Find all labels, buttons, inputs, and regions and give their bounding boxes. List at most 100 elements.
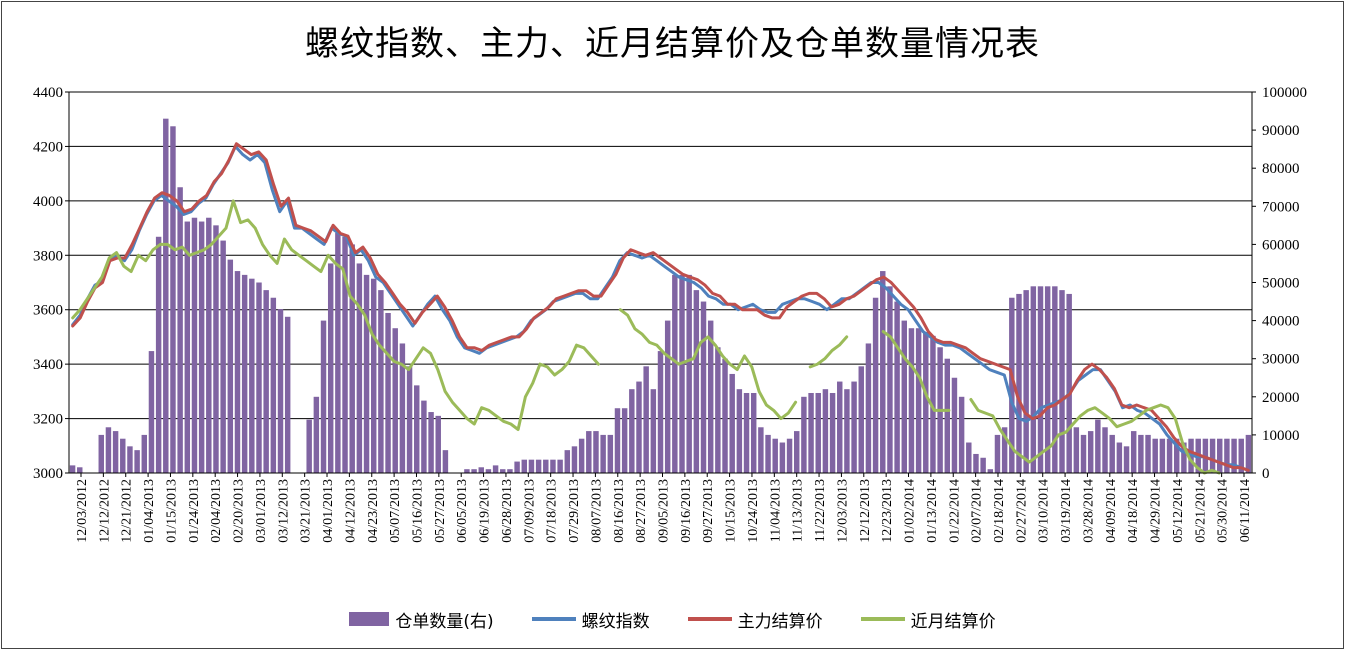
legend-swatch bbox=[687, 617, 732, 621]
tick-label-left: 3600 bbox=[33, 303, 63, 319]
bar-warehouse-receipt bbox=[750, 392, 757, 473]
bar-warehouse-receipt bbox=[736, 389, 743, 473]
tick-label-x: 07/18/2013 bbox=[545, 479, 560, 543]
tick-label-x: 02/20/2013 bbox=[232, 479, 247, 543]
bar-warehouse-receipt bbox=[865, 343, 872, 473]
bar-warehouse-receipt bbox=[206, 217, 212, 473]
bar-warehouse-receipt bbox=[1009, 297, 1015, 473]
bar-warehouse-receipt bbox=[829, 392, 836, 473]
bar-warehouse-receipt bbox=[1152, 438, 1158, 473]
tick-label-x: 06/11/2014 bbox=[1238, 479, 1253, 542]
bar-warehouse-receipt bbox=[1073, 427, 1080, 473]
series-line bbox=[71, 144, 1250, 472]
bar-warehouse-receipt bbox=[442, 450, 449, 473]
tick-label-left: 4200 bbox=[33, 139, 63, 155]
bar-warehouse-receipt bbox=[414, 385, 420, 473]
bar-warehouse-receipt bbox=[213, 225, 219, 473]
bar-warehouse-receipt bbox=[127, 446, 133, 473]
tick-label-x: 12/12/2013 bbox=[858, 479, 873, 543]
legend-item: 仓单数量(右) bbox=[349, 607, 494, 632]
bar-warehouse-receipt bbox=[657, 351, 664, 473]
tick-label-x: 01/22/2014 bbox=[947, 479, 962, 543]
tick-label-right: 90000 bbox=[1262, 123, 1300, 139]
tick-label-x: 04/23/2013 bbox=[366, 479, 381, 543]
bar-warehouse-receipt bbox=[930, 335, 936, 473]
tick-label-left: 3800 bbox=[33, 248, 63, 264]
bar-warehouse-receipt bbox=[120, 438, 126, 473]
tick-label-left: 3200 bbox=[33, 412, 63, 428]
bar-warehouse-receipt bbox=[707, 320, 714, 473]
bar-warehouse-receipt bbox=[693, 290, 700, 473]
bar-warehouse-receipt bbox=[112, 431, 119, 473]
bar-warehouse-receipt bbox=[500, 469, 506, 473]
bar-warehouse-receipt bbox=[378, 290, 384, 473]
bar-warehouse-receipt bbox=[356, 263, 363, 473]
bar-warehouse-receipt bbox=[77, 467, 83, 473]
tick-label-x: 04/12/2013 bbox=[343, 479, 358, 543]
bar-warehouse-receipt bbox=[1016, 293, 1022, 473]
bar-warehouse-receipt bbox=[492, 465, 499, 473]
bar-warehouse-receipt bbox=[227, 259, 234, 473]
bar-warehouse-receipt bbox=[650, 389, 657, 473]
legend-label: 主力结算价 bbox=[737, 611, 823, 632]
tick-label-x: 05/30/2014 bbox=[1216, 479, 1231, 543]
bar-warehouse-receipt bbox=[815, 392, 821, 473]
tick-label-x: 09/05/2013 bbox=[657, 479, 672, 543]
legend-swatch bbox=[349, 612, 390, 626]
tick-label-x: 06/28/2013 bbox=[500, 479, 515, 543]
bar-warehouse-receipt bbox=[1123, 446, 1130, 473]
bar-warehouse-receipt bbox=[406, 366, 413, 473]
tick-label-x: 03/10/2014 bbox=[1037, 479, 1052, 543]
chart-plot: 3000 3200 3400 3600 3800 4000 4200 4400 0 10000 2… bbox=[33, 85, 1307, 543]
bar-warehouse-receipt bbox=[1145, 434, 1151, 473]
bar-warehouse-receipt bbox=[385, 312, 391, 473]
bar-warehouse-receipt bbox=[327, 263, 334, 473]
bar-warehouse-receipt bbox=[1037, 286, 1044, 473]
bar-warehouse-receipt bbox=[593, 431, 599, 473]
bar-warehouse-receipt bbox=[392, 328, 398, 473]
bar-warehouse-receipt bbox=[1238, 438, 1244, 473]
tick-label-x: 11/22/2013 bbox=[813, 479, 828, 542]
bar-warehouse-receipt bbox=[550, 459, 556, 473]
bar-warehouse-receipt bbox=[987, 469, 994, 473]
tick-label-x: 01/04/2013 bbox=[142, 479, 157, 543]
tick-label-x: 03/28/2014 bbox=[1081, 479, 1096, 543]
tick-label-x: 11/04/2013 bbox=[768, 479, 783, 542]
tick-label-x: 12/12/2012 bbox=[97, 479, 112, 543]
legend-swatch bbox=[860, 617, 905, 621]
bar-warehouse-receipt bbox=[134, 450, 140, 473]
bar-warehouse-receipt bbox=[672, 274, 678, 473]
tick-label-x: 12/21/2012 bbox=[120, 479, 135, 543]
bar-warehouse-receipt bbox=[629, 389, 635, 473]
bar-warehouse-receipt bbox=[578, 438, 585, 473]
bar-warehouse-receipt bbox=[234, 271, 241, 473]
bar-warehouse-receipt bbox=[772, 438, 778, 473]
tick-label-right: 70000 bbox=[1262, 199, 1300, 215]
bar-warehouse-receipt bbox=[421, 400, 427, 473]
series-line bbox=[71, 142, 1250, 472]
bar-warehouse-receipt bbox=[1173, 438, 1180, 473]
bar-warehouse-receipt bbox=[837, 381, 843, 473]
bar-warehouse-receipt bbox=[478, 467, 484, 473]
tick-label-x: 12/23/2013 bbox=[880, 479, 895, 543]
bar-warehouse-receipt bbox=[880, 271, 886, 473]
bar-warehouse-receipt bbox=[643, 366, 649, 473]
bar-warehouse-receipt bbox=[1001, 427, 1008, 473]
tick-label-x: 05/21/2014 bbox=[1193, 479, 1208, 543]
bar-warehouse-receipt bbox=[715, 347, 721, 473]
bar-warehouse-receipt bbox=[428, 412, 434, 473]
tick-label-left: 4400 bbox=[33, 85, 63, 101]
bar-warehouse-receipt bbox=[966, 442, 972, 473]
chart-title: 螺纹指数、主力、近月结算价及仓单数量情况表 bbox=[305, 24, 1040, 64]
legend-label: 近月结算价 bbox=[910, 611, 996, 632]
bar-warehouse-receipt bbox=[69, 465, 76, 473]
tick-label-left: 3000 bbox=[33, 466, 63, 482]
bar-warehouse-receipt bbox=[184, 221, 191, 473]
tick-label-x: 09/27/2013 bbox=[701, 479, 716, 543]
tick-label-right: 40000 bbox=[1262, 314, 1300, 330]
bar-warehouse-receipt bbox=[535, 459, 542, 473]
bar-warehouse-receipt bbox=[1044, 286, 1051, 473]
tick-label-right: 60000 bbox=[1262, 237, 1300, 253]
bar-warehouse-receipt bbox=[1116, 442, 1123, 473]
bar-warehouse-receipt bbox=[485, 469, 492, 473]
